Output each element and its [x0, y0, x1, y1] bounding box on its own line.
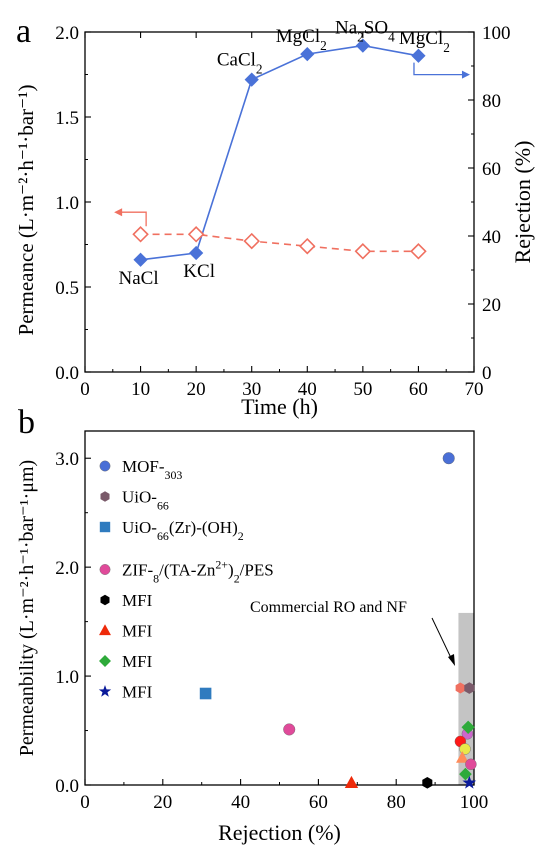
data-point-rejection	[300, 46, 315, 62]
legend-marker	[100, 594, 110, 606]
data-point	[464, 682, 475, 694]
y-right-tick-label: 80	[482, 91, 501, 112]
legend-marker	[99, 624, 111, 636]
panel-b: b 0 20 40 60 80 100 0.0 1.0 2.0 3.0 Rejection (%) P…	[16, 404, 488, 845]
legend-marker	[99, 460, 111, 472]
data-point-permeance	[243, 232, 260, 250]
legend-label: ZIF-8/(TA-Zn2+)2/PES	[122, 558, 274, 586]
data-point	[442, 452, 455, 465]
y-right-tick-label: 20	[482, 295, 501, 316]
right-axis-arrowhead	[461, 70, 470, 79]
panel-a-letter: a	[16, 13, 31, 50]
data-point-commercial	[459, 743, 471, 755]
y-left-tick-label: 0.5	[55, 278, 79, 299]
panel-a-frame	[84, 31, 475, 373]
data-point-commercial	[465, 758, 477, 771]
y-right-axis-title: Rejection (%)	[510, 141, 535, 264]
x-tick-label: 30	[242, 379, 261, 400]
left-axis-arrowhead	[114, 208, 123, 217]
x-tick-label: 40	[231, 792, 250, 813]
data-point-permeance	[299, 237, 316, 255]
data-label: NaCl	[119, 268, 159, 289]
legend-label: UiO-66(Zr)-(OH)2	[122, 518, 244, 543]
y-right-tick-label: 0	[482, 363, 492, 384]
x-tick-label: 40	[298, 379, 317, 400]
x-tick-label: 80	[387, 792, 406, 813]
left-axis-indicator-arrow	[118, 211, 147, 227]
data-point-rejection	[355, 38, 370, 53]
data-point-commercial	[455, 682, 466, 694]
x-tick-label: 70	[465, 379, 484, 400]
series-line-permeance	[140, 233, 419, 253]
commercial-annotation: Commercial RO and NF	[250, 599, 407, 616]
data-point-permeance	[132, 226, 149, 243]
y-right-tick-label: 100	[482, 23, 511, 44]
y-tick-label: 1.0	[55, 667, 79, 688]
legend-marker	[99, 521, 111, 533]
x-tick-label: 60	[409, 379, 428, 400]
data-point-commercial	[459, 767, 472, 781]
y-left-tick-label: 1.5	[55, 108, 79, 129]
x-tick-label: 60	[309, 792, 328, 813]
right-axis-indicator-arrow	[413, 62, 466, 76]
legend-marker	[100, 491, 110, 502]
data-label: MgCl2	[276, 26, 327, 53]
data-point	[344, 775, 359, 789]
legend-label: MFI	[122, 591, 153, 610]
x-tick-label: 20	[153, 792, 172, 813]
legend-label: MFI	[122, 683, 153, 702]
data-label: Na2SO4	[335, 18, 395, 45]
data-point-permeance	[187, 226, 205, 243]
annotation-arrow-line	[431, 617, 453, 661]
x-tick-label: 0	[80, 379, 90, 400]
x-tick-label: 0	[80, 792, 90, 813]
x-axis-title: Time (h)	[241, 394, 318, 419]
data-label: MgCl2	[399, 28, 450, 55]
legend-label: MOF-303	[122, 457, 182, 482]
y-left-tick-label: 2.0	[55, 23, 79, 44]
data-point	[199, 687, 212, 700]
data-point-rejection	[189, 245, 204, 261]
data-label: KCl	[183, 261, 215, 282]
data-point	[461, 720, 475, 734]
y-tick-label: 2.0	[55, 558, 79, 579]
y-right-tick-label: 40	[482, 227, 501, 248]
x-tick-label: 100	[460, 792, 489, 813]
y-left-tick-label: 1.0	[55, 193, 79, 214]
panel-a: a 0 10 20 30 40 50 60 70 0.0 0.5 1.0 1.5 2.0 0 20 40 60 8…	[14, 13, 535, 419]
data-point	[283, 723, 296, 736]
x-axis-title: Rejection (%)	[218, 820, 341, 845]
x-tick-label: 20	[187, 379, 206, 400]
annotation-arrowhead	[448, 654, 455, 666]
panel-b-letter: b	[18, 404, 35, 441]
legend-marker	[98, 685, 112, 697]
y-left-tick-label: 0.0	[55, 363, 79, 384]
data-point-rejection	[411, 48, 426, 63]
legend-marker	[99, 655, 111, 667]
data-point-rejection	[244, 72, 259, 87]
x-tick-label: 50	[353, 379, 372, 400]
data-point	[422, 777, 433, 789]
y-tick-label: 3.0	[55, 449, 79, 470]
y-right-tick-label: 60	[482, 159, 501, 180]
x-tick-label: 10	[131, 379, 150, 400]
series-line-rejection	[140, 44, 419, 261]
data-point-commercial	[456, 751, 469, 763]
data-point	[462, 775, 477, 789]
y-tick-label: 0.0	[55, 776, 79, 797]
data-label: CaCl2	[217, 50, 263, 77]
data-point-permeance	[410, 243, 427, 260]
legend-label: MFI	[122, 622, 153, 641]
legend-marker	[99, 564, 111, 575]
legend-label: MFI	[122, 652, 153, 671]
y-left-axis-title: Permeance (L·m⁻²·h⁻¹·bar⁻¹)	[14, 85, 38, 336]
data-point-permeance	[354, 243, 372, 260]
legend-label: UiO-66	[122, 488, 169, 513]
y-axis-title: Permeanbility (L·m⁻²·h⁻¹·bar⁻¹·μm)	[16, 460, 38, 756]
data-point-rejection	[133, 252, 148, 267]
